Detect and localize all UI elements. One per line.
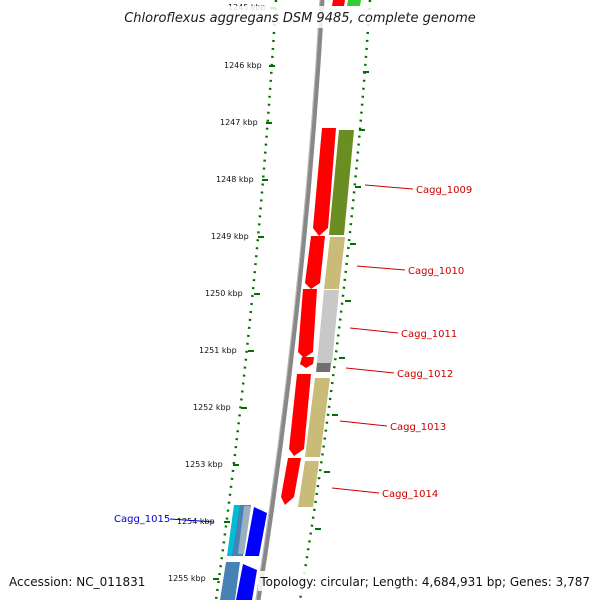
topology-text: Topology: circular; Length: 4,684,931 bp… [259,575,590,589]
gene-labels: Cagg_1009 Cagg_1010 Cagg_1011 Cagg_1012 … [114,185,472,525]
callout-line [345,367,395,374]
tick-label: 1253 kbp [185,460,223,469]
tick-label: 1247 kbp [220,118,258,127]
tick-label: 1246 kbp [224,61,262,70]
cds-feature[interactable] [245,507,267,556]
genome-backbone [255,0,325,601]
callout-line [364,184,414,190]
cds-track [281,128,336,505]
gene-label-cagg-1014[interactable]: Cagg_1014 [382,489,438,500]
tick-label: 1249 kbp [211,232,249,241]
bottom-features [220,505,267,600]
callout-line [331,487,380,494]
title-backdrop [110,6,490,28]
kbp-labels: 1245 kbp 1246 kbp 1247 kbp 1248 kbp 1249… [168,3,266,583]
callout-line [349,327,399,334]
footer-backdrop-right [258,571,592,591]
gene-feature[interactable] [317,290,339,363]
gene-feature[interactable] [298,461,319,507]
gene-label-cagg-1013[interactable]: Cagg_1013 [390,422,446,433]
cds-feature[interactable] [313,128,336,236]
gene-track [298,130,354,507]
callout-line [356,265,406,271]
callout-line [339,420,388,427]
outer-tick-marks [315,71,369,530]
tick-label: 1252 kbp [193,403,231,412]
gene-label-cagg-1009[interactable]: Cagg_1009 [416,185,472,196]
gene-feature[interactable] [324,237,345,289]
callout-lines [331,184,414,494]
gene-label-cagg-1010[interactable]: Cagg_1010 [408,266,464,277]
tick-label: 1255 kbp [168,574,206,583]
cds-feature[interactable] [332,0,345,6]
gene-feature[interactable] [220,562,240,600]
gene-label-cagg-1011[interactable]: Cagg_1011 [401,329,457,340]
gene-label-cagg-1015[interactable]: Cagg_1015 [114,514,170,525]
cds-feature[interactable] [305,236,325,289]
tick-label: 1248 kbp [216,175,254,184]
map-title: Chloroflexus aggregans DSM 9485, complet… [124,11,476,26]
gene-feature[interactable] [238,506,251,554]
gene-feature[interactable] [347,0,361,6]
gene-feature[interactable] [329,130,354,235]
tick-label: 1254 kbp [177,517,215,526]
accession-text: Accession: NC_011831 [9,575,145,589]
genome-backbone-highlight [255,0,321,601]
tick-label: 1251 kbp [199,346,237,355]
gene-feature[interactable] [305,378,330,457]
cds-feature[interactable] [289,374,311,456]
footer-backdrop-left [6,571,148,591]
callout-line [169,518,215,523]
gene-label-cagg-1012[interactable]: Cagg_1012 [397,369,453,380]
cds-feature[interactable] [300,357,314,368]
tick-label: 1250 kbp [205,289,243,298]
gene-feature[interactable] [316,363,331,372]
cds-feature[interactable] [236,564,257,600]
cds-feature[interactable] [281,458,301,505]
cds-feature[interactable] [298,289,317,358]
